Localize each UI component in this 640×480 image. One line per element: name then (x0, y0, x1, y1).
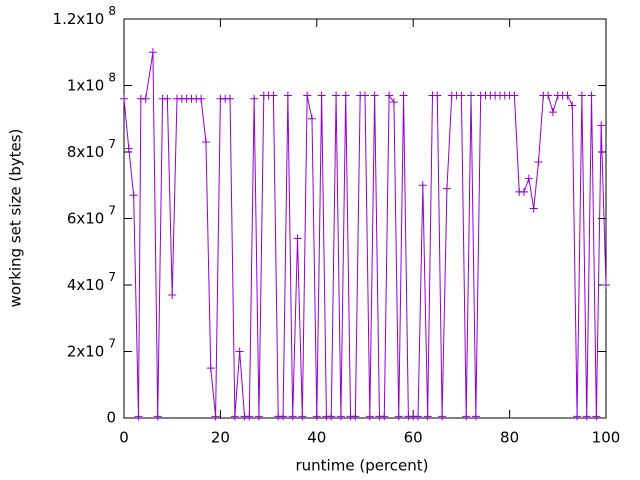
data-point (317, 91, 326, 100)
data-point (544, 91, 553, 100)
data-point (124, 144, 133, 153)
data-point (129, 191, 138, 200)
data-point (457, 91, 466, 100)
data-point (269, 91, 278, 100)
data-point (250, 94, 259, 103)
data-point (134, 412, 143, 421)
data-point (211, 412, 220, 421)
data-point (153, 412, 162, 421)
data-point (573, 412, 582, 421)
y-tick-label: 2x10 7 (67, 336, 116, 360)
data-point (587, 91, 596, 100)
data-point (327, 412, 336, 421)
data-point (148, 48, 157, 57)
data-point (226, 94, 235, 103)
data-point (582, 412, 591, 421)
y-tick-label: 6x10 7 (67, 203, 116, 227)
data-point (288, 412, 297, 421)
x-tick-label: 60 (404, 429, 423, 447)
data-point (438, 412, 447, 421)
data-point (341, 91, 350, 100)
data-point (534, 157, 543, 166)
x-tick-label: 0 (119, 429, 129, 447)
data-point (529, 204, 538, 213)
x-tick-label: 20 (211, 429, 230, 447)
data-point (602, 281, 610, 289)
data-point (365, 412, 374, 421)
x-axis-label: runtime (percent) (296, 457, 429, 475)
data-point (235, 347, 244, 356)
data-point (520, 187, 529, 196)
data-point (279, 412, 288, 421)
data-point (141, 94, 150, 103)
y-tick-label: 1x10 8 (67, 70, 116, 94)
data-point (298, 412, 307, 421)
data-point (568, 101, 577, 110)
data-point (197, 94, 206, 103)
data-point (283, 91, 292, 100)
data-point (245, 412, 254, 421)
data-point (312, 412, 321, 421)
data-point (351, 412, 360, 421)
data-point (332, 91, 341, 100)
data-point (254, 412, 263, 421)
x-tick-label: 80 (500, 429, 519, 447)
data-point (394, 412, 403, 421)
data-point (399, 91, 408, 100)
data-point (471, 412, 480, 421)
y-tick-label: 4x10 7 (67, 270, 116, 294)
data-point (201, 138, 210, 147)
data-point (389, 98, 398, 107)
data-point (380, 412, 389, 421)
data-point (303, 91, 312, 100)
data-point (548, 108, 557, 117)
data-point (423, 412, 432, 421)
data-point (467, 91, 476, 100)
y-tick-label: 8x10 7 (67, 137, 116, 161)
data-point (307, 114, 316, 123)
x-tick-label: 100 (592, 429, 621, 447)
data-point (563, 91, 572, 100)
data-point (120, 94, 128, 103)
data-point (418, 181, 427, 190)
data-point (577, 91, 586, 100)
data-point (336, 412, 345, 421)
data-point (168, 290, 177, 299)
data-point (361, 91, 369, 100)
data-line (123, 52, 607, 417)
data-point (385, 91, 394, 100)
y-tick-label: 1.2x10 8 (53, 4, 116, 28)
data-point (592, 412, 601, 421)
data-point (462, 412, 471, 421)
y-tick-label: 0 (106, 409, 116, 427)
x-tick-label: 40 (307, 429, 326, 447)
data-point (163, 94, 172, 103)
data-point (524, 174, 533, 183)
data-point (414, 412, 423, 421)
data-point (433, 91, 442, 100)
plot-border (123, 18, 607, 419)
data-point (597, 121, 606, 130)
data-point (370, 91, 379, 100)
data-point (510, 91, 519, 100)
y-axis-label: working set size (bytes) (7, 129, 25, 308)
data-point (442, 184, 451, 193)
data-point (206, 364, 215, 373)
data-point (230, 412, 239, 421)
data-point (293, 234, 302, 243)
